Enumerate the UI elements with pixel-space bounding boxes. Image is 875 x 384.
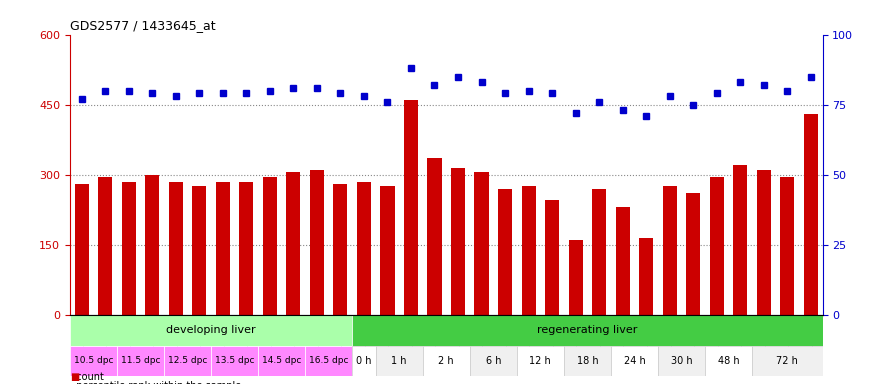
Bar [122, 182, 136, 315]
Bar [381, 186, 395, 315]
Bar [262, 177, 276, 315]
Bar [451, 168, 466, 315]
Bar [686, 193, 700, 315]
Text: 10.5 dpc: 10.5 dpc [74, 356, 113, 366]
FancyBboxPatch shape [517, 346, 564, 376]
Bar [757, 170, 771, 315]
FancyBboxPatch shape [164, 346, 211, 376]
Text: GDS2577 / 1433645_at: GDS2577 / 1433645_at [70, 19, 215, 32]
Bar [474, 172, 488, 315]
Bar [74, 184, 89, 315]
Bar [710, 177, 724, 315]
FancyBboxPatch shape [211, 346, 258, 376]
Text: 1 h: 1 h [391, 356, 407, 366]
Bar [404, 100, 418, 315]
FancyBboxPatch shape [375, 346, 423, 376]
Bar [592, 189, 606, 315]
FancyBboxPatch shape [70, 346, 117, 376]
FancyBboxPatch shape [70, 315, 352, 346]
FancyBboxPatch shape [423, 346, 470, 376]
Bar [639, 238, 653, 315]
FancyBboxPatch shape [352, 315, 822, 346]
Bar [804, 114, 818, 315]
Bar [286, 172, 300, 315]
Text: count: count [70, 372, 104, 382]
Bar [145, 175, 159, 315]
Text: ■: ■ [70, 372, 80, 382]
FancyBboxPatch shape [611, 346, 658, 376]
Text: 12 h: 12 h [529, 356, 551, 366]
Text: developing liver: developing liver [166, 325, 256, 335]
Text: 14.5 dpc: 14.5 dpc [262, 356, 301, 366]
Text: regenerating liver: regenerating liver [537, 325, 638, 335]
Text: 11.5 dpc: 11.5 dpc [121, 356, 160, 366]
Text: 13.5 dpc: 13.5 dpc [215, 356, 255, 366]
FancyBboxPatch shape [564, 346, 611, 376]
Text: 24 h: 24 h [624, 356, 645, 366]
Bar [733, 165, 747, 315]
FancyBboxPatch shape [352, 346, 375, 376]
Bar [662, 186, 676, 315]
Text: 16.5 dpc: 16.5 dpc [309, 356, 348, 366]
Text: 18 h: 18 h [577, 356, 598, 366]
Bar [522, 186, 536, 315]
Bar [569, 240, 583, 315]
Text: 0 h: 0 h [356, 356, 372, 366]
Text: 72 h: 72 h [776, 356, 798, 366]
Text: 2 h: 2 h [438, 356, 454, 366]
Bar [98, 177, 112, 315]
Text: 30 h: 30 h [670, 356, 692, 366]
Bar [192, 186, 206, 315]
FancyBboxPatch shape [658, 346, 705, 376]
Bar [216, 182, 230, 315]
Bar [780, 177, 794, 315]
Bar [545, 200, 559, 315]
FancyBboxPatch shape [752, 346, 822, 376]
Text: percentile rank within the sample: percentile rank within the sample [70, 381, 242, 384]
Text: 48 h: 48 h [718, 356, 739, 366]
Bar [357, 182, 371, 315]
FancyBboxPatch shape [470, 346, 517, 376]
Text: 6 h: 6 h [486, 356, 501, 366]
FancyBboxPatch shape [305, 346, 352, 376]
Bar [616, 207, 630, 315]
Bar [333, 184, 347, 315]
Bar [169, 182, 183, 315]
Bar [240, 182, 254, 315]
FancyBboxPatch shape [117, 346, 164, 376]
Bar [310, 170, 324, 315]
Bar [498, 189, 512, 315]
FancyBboxPatch shape [705, 346, 752, 376]
Bar [428, 158, 442, 315]
Text: 12.5 dpc: 12.5 dpc [168, 356, 207, 366]
FancyBboxPatch shape [258, 346, 305, 376]
